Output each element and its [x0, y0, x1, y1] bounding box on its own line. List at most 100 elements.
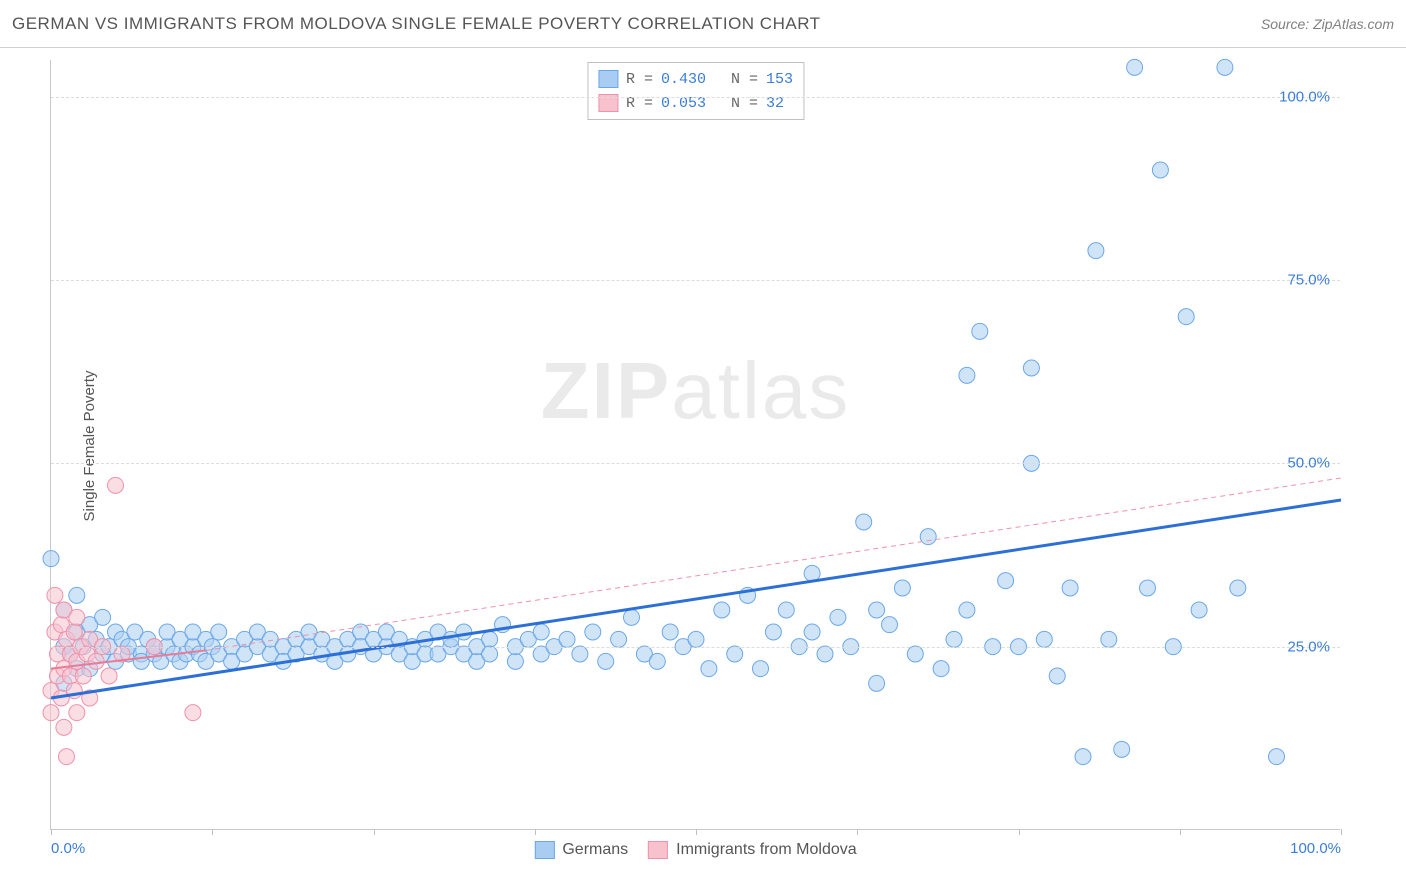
legend-item-germans: Germans: [534, 841, 628, 859]
y-tick-label: 100.0%: [1279, 88, 1330, 105]
data-point: [75, 668, 91, 684]
chart-svg: [51, 60, 1340, 829]
data-point: [43, 705, 59, 721]
data-point: [701, 661, 717, 677]
data-point: [959, 367, 975, 383]
x-tick: [535, 829, 536, 835]
swatch-moldova-bottom: [648, 841, 668, 859]
source-label: Source:: [1261, 16, 1309, 32]
data-point: [69, 587, 85, 603]
x-tick: [1341, 829, 1342, 835]
data-point: [88, 653, 104, 669]
data-point: [507, 653, 523, 669]
data-point: [946, 631, 962, 647]
data-point: [95, 609, 111, 625]
data-point: [58, 749, 74, 765]
series-legend: Germans Immigrants from Moldova: [534, 841, 856, 859]
legend-row-moldova: R = 0.053 N = 32: [598, 91, 793, 115]
x-tick-label: 100.0%: [1290, 840, 1341, 857]
data-point: [47, 587, 63, 603]
data-point: [1178, 309, 1194, 325]
data-point: [894, 580, 910, 596]
data-point: [572, 646, 588, 662]
data-point: [56, 719, 72, 735]
data-point: [43, 551, 59, 567]
n-value-0: 153: [766, 71, 793, 88]
x-tick: [696, 829, 697, 835]
data-point: [662, 624, 678, 640]
data-point: [1023, 360, 1039, 376]
data-point: [869, 602, 885, 618]
data-point: [1230, 580, 1246, 596]
data-point: [598, 653, 614, 669]
data-point: [1062, 580, 1078, 596]
data-point: [882, 617, 898, 633]
data-point: [1152, 162, 1168, 178]
data-point: [714, 602, 730, 618]
data-point: [1114, 741, 1130, 757]
data-point: [456, 624, 472, 640]
data-point: [830, 609, 846, 625]
data-point: [817, 646, 833, 662]
data-point: [108, 477, 124, 493]
data-point: [804, 624, 820, 640]
data-point: [482, 631, 498, 647]
swatch-germans: [598, 70, 618, 88]
data-point: [649, 653, 665, 669]
y-tick-label: 25.0%: [1287, 638, 1330, 655]
data-point: [185, 705, 201, 721]
data-point: [1140, 580, 1156, 596]
data-point: [869, 675, 885, 691]
gridline-h: [51, 647, 1340, 648]
data-point: [1075, 749, 1091, 765]
x-tick: [374, 829, 375, 835]
data-point: [533, 624, 549, 640]
data-point: [920, 529, 936, 545]
n-label-0: N =: [731, 71, 758, 88]
gridline-h: [51, 463, 1340, 464]
data-point: [585, 624, 601, 640]
data-point: [624, 609, 640, 625]
plot-area: ZIPatlas R = 0.430 N = 153 R = 0.053 N =…: [50, 60, 1340, 830]
data-point: [1217, 59, 1233, 75]
data-point: [482, 646, 498, 662]
x-tick: [212, 829, 213, 835]
chart-title: GERMAN VS IMMIGRANTS FROM MOLDOVA SINGLE…: [12, 14, 821, 34]
data-point: [69, 705, 85, 721]
chart-source: Source: ZipAtlas.com: [1261, 16, 1394, 32]
data-point: [1269, 749, 1285, 765]
data-point: [688, 631, 704, 647]
swatch-germans-bottom: [534, 841, 554, 859]
trend-line: [51, 500, 1341, 698]
legend-item-moldova: Immigrants from Moldova: [648, 841, 857, 859]
data-point: [765, 624, 781, 640]
chart-header: GERMAN VS IMMIGRANTS FROM MOLDOVA SINGLE…: [0, 0, 1406, 48]
data-point: [933, 661, 949, 677]
data-point: [907, 646, 923, 662]
data-point: [959, 602, 975, 618]
data-point: [1049, 668, 1065, 684]
data-point: [211, 624, 227, 640]
gridline-h: [51, 97, 1340, 98]
data-point: [559, 631, 575, 647]
gridline-h: [51, 280, 1340, 281]
data-point: [1127, 59, 1143, 75]
data-point: [778, 602, 794, 618]
legend-row-germans: R = 0.430 N = 153: [598, 67, 793, 91]
legend-label-moldova: Immigrants from Moldova: [676, 841, 857, 859]
data-point: [1036, 631, 1052, 647]
source-value: ZipAtlas.com: [1313, 16, 1394, 32]
data-point: [856, 514, 872, 530]
data-point: [753, 661, 769, 677]
data-point: [727, 646, 743, 662]
r-value-0: 0.430: [661, 71, 706, 88]
data-point: [1088, 243, 1104, 259]
correlation-legend: R = 0.430 N = 153 R = 0.053 N = 32: [587, 62, 804, 120]
x-tick: [1019, 829, 1020, 835]
data-point: [998, 573, 1014, 589]
data-point: [611, 631, 627, 647]
data-point: [1191, 602, 1207, 618]
x-tick: [1180, 829, 1181, 835]
r-label-0: R =: [626, 71, 653, 88]
y-tick-label: 50.0%: [1287, 455, 1330, 472]
